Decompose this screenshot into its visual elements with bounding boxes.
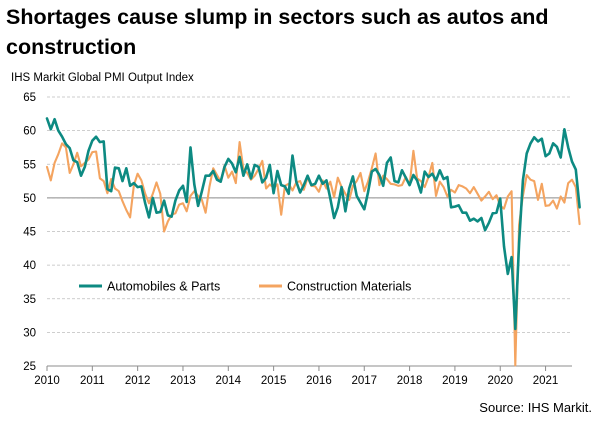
x-tick-label: 2018 <box>397 375 423 387</box>
series-line-automobiles-parts <box>45 117 581 331</box>
x-tick-label: 2010 <box>34 375 60 387</box>
series-line-construction-materials <box>45 141 581 367</box>
y-tick-label: 35 <box>23 294 36 306</box>
chart-title: Shortages cause slump in sectors such as… <box>6 5 549 59</box>
y-tick-label: 55 <box>23 159 36 171</box>
legend-label-automobiles-parts: Automobiles & Parts <box>107 280 220 294</box>
x-tick-label: 2015 <box>261 375 287 387</box>
y-tick-label: 40 <box>23 260 36 272</box>
x-tick-label: 2012 <box>125 375 151 387</box>
source-note: Source: IHS Markit. <box>479 400 592 415</box>
x-tick-label: 2011 <box>80 375 105 387</box>
x-tick-label: 2017 <box>351 375 377 387</box>
y-tick-label: 45 <box>23 227 36 239</box>
x-tick-label: 2021 <box>533 375 559 387</box>
legend-label-construction-materials: Construction Materials <box>287 280 411 294</box>
y-axis: 25 30 35 40 45 50 55 60 65 <box>23 92 36 373</box>
y-tick-label: 60 <box>23 126 36 138</box>
series-lines <box>45 117 581 367</box>
x-tick-label: 2020 <box>487 375 513 387</box>
y-tick-label: 65 <box>23 92 36 104</box>
x-axis: 2010 2011 2012 2013 2014 2015 2016 2017 2018 2019… <box>34 365 572 387</box>
y-tick-label: 30 <box>23 327 36 339</box>
y-tick-label: 25 <box>23 361 36 373</box>
legend: Automobiles & Parts Construction Material… <box>79 280 411 294</box>
x-tick-label: 2016 <box>306 375 332 387</box>
x-tick-label: 2019 <box>442 375 468 387</box>
chart-subtitle: IHS Markit Global PMI Output Index <box>11 72 194 84</box>
y-tick-label: 50 <box>23 193 36 205</box>
x-tick-label: 2014 <box>215 375 241 387</box>
x-tick-label: 2013 <box>170 375 196 387</box>
